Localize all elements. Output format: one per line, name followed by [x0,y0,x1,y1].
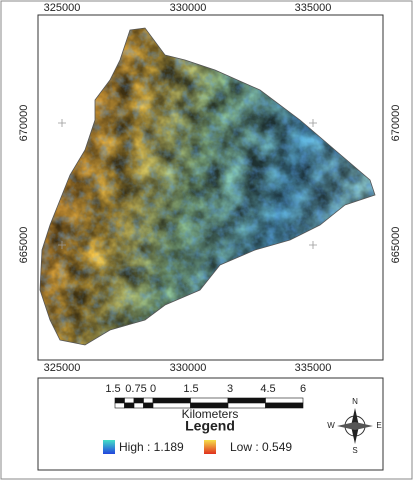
scale-segment [124,402,135,409]
scale-segment [190,397,229,404]
compass-e: E [376,421,381,430]
high-swatch [103,440,115,454]
scale-segment [227,397,266,404]
scale-segment [143,397,154,404]
legend-title: Legend [185,418,235,434]
scale-label: 4.5 [260,383,275,395]
north-arrow: N S W E [327,397,381,455]
legend-panel [37,377,384,471]
scale-segment [114,397,125,404]
coordinate-labels: 325000 325000 330000 330000 335000 335000 6700… [18,2,402,374]
scale-label: 6 [300,383,306,395]
scale-label: 0.75 [125,383,146,395]
scale-segment [265,402,304,409]
legend-high: High : 1.189 [119,440,184,454]
x-label-top: 335000 [295,2,332,14]
compass-n: N [352,397,358,406]
scale-segment [114,402,125,409]
legend-low: Low : 0.549 [230,440,292,454]
scale-segment [152,397,191,404]
compass-s: S [352,446,357,455]
x-label-bottom: 335000 [295,362,332,374]
compass-w: W [327,421,335,430]
scale-segment [143,402,154,409]
scale-unit: Kilometers [182,407,239,421]
scale-segment [133,402,144,409]
y-label-right: 670000 [390,105,402,142]
x-label-bottom: 325000 [44,362,81,374]
scale-label: 3 [227,383,233,395]
y-label-left: 670000 [18,105,30,142]
low-swatch [204,440,216,454]
scale-segment [265,397,304,404]
y-label-left: 665000 [18,227,30,264]
scale-segment [133,397,144,404]
scale-label: 1.5 [183,383,198,395]
watershed-outline [39,27,376,346]
y-label-right: 665000 [390,227,402,264]
scale-label: 1.5 [105,383,120,395]
x-label-top: 325000 [44,2,81,14]
scale-segment [124,397,135,404]
grid-crosses [58,119,317,249]
x-label-top: 330000 [170,2,207,14]
x-label-bottom: 330000 [170,362,207,374]
scale-bar: 1.5 0.75 0 1.5 3 4.5 6 [105,383,306,409]
scale-label: 0 [150,383,156,395]
